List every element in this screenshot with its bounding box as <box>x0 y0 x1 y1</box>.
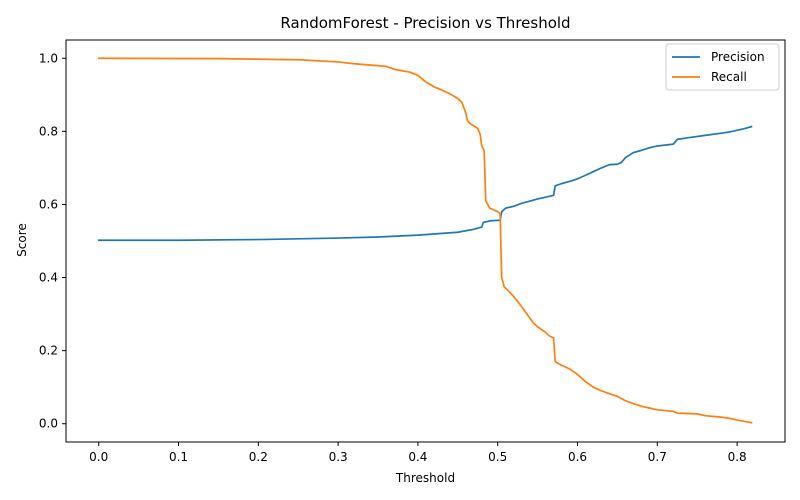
x-tick-label: 0.7 <box>648 450 667 464</box>
legend-label-recall: Recall <box>711 70 747 84</box>
y-tick-label: 0.4 <box>39 271 58 285</box>
y-tick-label: 1.0 <box>39 51 58 65</box>
series-line-precision <box>97 125 753 242</box>
x-tick-label: 0.8 <box>728 450 747 464</box>
chart-title: RandomForest - Precision vs Threshold <box>280 14 570 32</box>
y-tick-label: 0.8 <box>39 124 58 138</box>
x-tick-label: 0.6 <box>568 450 587 464</box>
x-tick-label: 0.1 <box>169 450 188 464</box>
y-axis-label: Score <box>15 223 29 257</box>
legend-label-precision: Precision <box>711 50 765 64</box>
x-tick-label: 0.5 <box>488 450 507 464</box>
series-layer <box>97 57 753 424</box>
y-tick-label: 0.6 <box>39 197 58 211</box>
series-line-recall <box>97 57 753 424</box>
x-axis: 0.0 0.1 0.2 0.3 0.4 0.5 0.6 0.7 0.8 <box>89 442 747 464</box>
x-tick-label: 0.2 <box>249 450 268 464</box>
y-axis: 0.0 0.2 0.4 0.6 0.8 1.0 <box>39 51 66 431</box>
x-axis-label: Threshold <box>395 471 455 485</box>
x-tick-label: 0.3 <box>329 450 348 464</box>
plot-frame <box>65 39 786 443</box>
y-tick-label: 0.2 <box>39 344 58 358</box>
x-tick-label: 0.4 <box>408 450 427 464</box>
x-tick-label: 0.0 <box>89 450 108 464</box>
legend: Precision Recall <box>665 43 780 91</box>
legend-box <box>665 43 780 91</box>
y-tick-label: 0.0 <box>39 417 58 431</box>
